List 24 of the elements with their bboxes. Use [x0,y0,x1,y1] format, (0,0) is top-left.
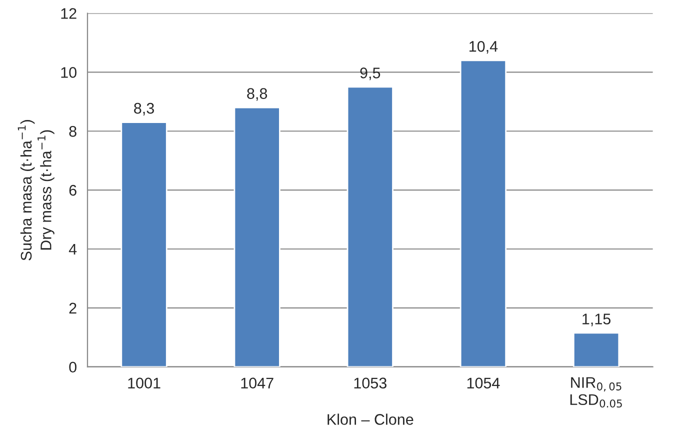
data-label: 10,4 [470,41,498,54]
data-label: 8,3 [134,102,154,116]
y-tick-label: 2 [69,302,76,314]
data-label: 9,5 [360,68,380,80]
text: Sucha masa (t·ha$^{−1}$) Dry mass (t·ha$^{−1}$) [18,120,54,260]
x-tick-label: 1053 [354,378,386,388]
bar [572,332,620,367]
x-tick-label: 1001 [128,378,160,388]
x-tick-label: 1054 [467,378,500,388]
x-tick-label: NIR$_{0,05}$ LSD$_{0.05}$ [570,377,622,408]
y-tick-label: 0 [69,362,76,373]
bar [460,60,507,367]
y-tick-label: 4 [68,244,77,255]
bar [234,106,280,367]
data-label: 1,15 [582,314,611,326]
x-tick-label: 1047 [241,378,274,388]
y-tick-label: 12 [61,8,76,19]
bar [346,86,394,367]
y-tick-label: 8 [69,126,76,137]
y-tick-label: 6 [69,184,76,196]
y-tick-label: 10 [61,67,76,78]
bar [120,122,168,367]
data-label: 8,8 [247,88,268,101]
x-axis-title: Klon – Clone [328,414,414,425]
